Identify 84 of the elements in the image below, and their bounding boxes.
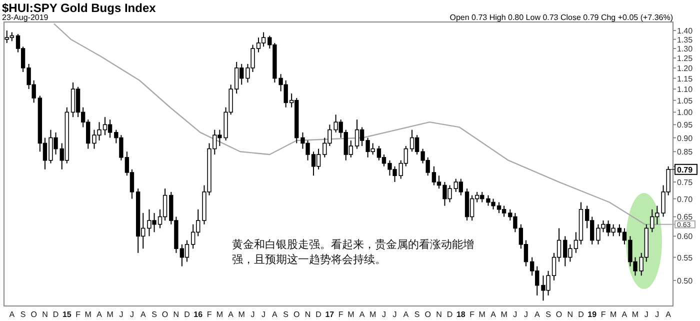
text: Open 0.73 High 0.80 Low 0.73 Close 0.79 Chg +0.05 (+7.36%) bbox=[450, 13, 674, 22]
x-tick-label: 18 bbox=[456, 310, 466, 319]
chart-subtitle: 23-Aug-2019 bbox=[2, 13, 49, 22]
y-tick-label: 0.70 bbox=[677, 194, 694, 204]
x-tick-label: F bbox=[76, 310, 81, 319]
x-tick-label: J bbox=[382, 310, 386, 319]
x-tick-label: A bbox=[140, 310, 146, 319]
x-tick-label: A bbox=[403, 310, 410, 319]
x-tick-label: M bbox=[238, 310, 246, 319]
annotation: 黄金和白银股走强。看起来，贵金属的看涨动能增强，且预期这一趋势将会持续。 bbox=[232, 238, 475, 268]
y-tick-label: 1.25 bbox=[677, 54, 694, 64]
x-tick-label: A bbox=[272, 310, 278, 319]
x-tick-label: M bbox=[348, 310, 355, 319]
y-tick-label: 0.60 bbox=[677, 232, 694, 242]
y-tick-label: 1.05 bbox=[677, 96, 694, 106]
x-tick-label: M bbox=[478, 310, 486, 319]
x-tick-label: D bbox=[578, 310, 584, 319]
y-tick-label: 0.85 bbox=[677, 148, 694, 157]
x-tick-label: A bbox=[534, 310, 540, 319]
x-tick-label: N bbox=[42, 310, 48, 319]
x-tick-label: N bbox=[436, 310, 442, 319]
x-tick-label: 16 bbox=[194, 310, 204, 319]
x-tick-label: D bbox=[52, 310, 59, 319]
x-tick-label: M bbox=[216, 310, 224, 319]
x-tick-label: J bbox=[392, 310, 397, 319]
x-tick-label: D bbox=[446, 310, 453, 319]
x-tick-label: F bbox=[206, 310, 212, 319]
x-tick-label: S bbox=[20, 310, 26, 319]
x-tick-label: O bbox=[294, 310, 300, 319]
x-tick-label: 19 bbox=[588, 310, 598, 319]
x-tick-label: O bbox=[162, 310, 168, 319]
x-tick-label: 15 bbox=[62, 310, 72, 319]
x-tick-label: F bbox=[600, 310, 606, 319]
x-tick-label: M bbox=[500, 310, 508, 319]
x-tick-label: J bbox=[250, 310, 255, 319]
y-tick-label: 0.50 bbox=[677, 276, 694, 286]
x-tick-label: O bbox=[424, 310, 431, 319]
y-tick-label: 0.75 bbox=[677, 178, 694, 188]
x-tick-label: S bbox=[546, 310, 551, 319]
y-tick-label: 0.90 bbox=[677, 134, 694, 143]
x-tick-label: M bbox=[610, 310, 617, 319]
x-tick-label: J bbox=[644, 310, 648, 319]
x-tick-label: S bbox=[283, 310, 289, 319]
x-tick-label: O bbox=[556, 310, 562, 319]
x-tick-label: F bbox=[470, 310, 475, 319]
y-tick-label: 1.30 bbox=[677, 44, 694, 54]
x-tick-label: A bbox=[490, 310, 497, 319]
x-tick-label: S bbox=[152, 310, 157, 319]
x-tick-label: J bbox=[119, 310, 124, 319]
x-tick-label: F bbox=[338, 310, 344, 319]
y-tick-label: 0.55 bbox=[677, 253, 694, 262]
x-tick-label: D bbox=[184, 310, 190, 319]
y-tick-label: 1.40 bbox=[677, 26, 694, 36]
x-tick-label: N bbox=[567, 310, 574, 319]
x-tick-label: N bbox=[173, 310, 180, 319]
x-tick-label: A bbox=[359, 310, 366, 319]
x-tick-label: A bbox=[9, 310, 16, 319]
x-tick-label: A bbox=[228, 310, 234, 319]
x-tick-label: M bbox=[84, 310, 92, 319]
x-tick-label: A bbox=[96, 310, 103, 319]
chart-title: $HUI:SPY Gold Bugs Index bbox=[2, 1, 156, 15]
y-tick-label: 1.10 bbox=[677, 85, 694, 94]
x-tick-label: J bbox=[513, 310, 518, 319]
x-tick-label: D bbox=[316, 310, 322, 319]
x-tick-label: M bbox=[106, 310, 114, 319]
x-tick-label: M bbox=[369, 310, 376, 319]
y-tick-label: 1.20 bbox=[677, 64, 694, 73]
y-tick-label: 0.95 bbox=[677, 120, 694, 130]
x-tick-label: J bbox=[524, 310, 528, 319]
x-tick-label: A bbox=[666, 310, 672, 319]
x-tick-label: J bbox=[655, 310, 660, 319]
x-tick-label: J bbox=[130, 310, 134, 319]
y-tick-label: 0.65 bbox=[677, 212, 694, 222]
x-tick-label: M bbox=[632, 310, 639, 319]
x-tick-label: O bbox=[30, 310, 37, 319]
x-tick-label: A bbox=[622, 310, 628, 319]
y-tick-label: 1.15 bbox=[677, 74, 694, 84]
x-tick-label: S bbox=[414, 310, 420, 319]
x-tick-label: J bbox=[262, 310, 266, 319]
y-tick-label: 1.00 bbox=[677, 108, 694, 118]
annotation: 0.79 bbox=[677, 165, 694, 174]
x-tick-label: N bbox=[304, 310, 311, 319]
y-tick-label: 1.35 bbox=[677, 35, 694, 44]
x-tick-label: 17 bbox=[325, 310, 335, 319]
